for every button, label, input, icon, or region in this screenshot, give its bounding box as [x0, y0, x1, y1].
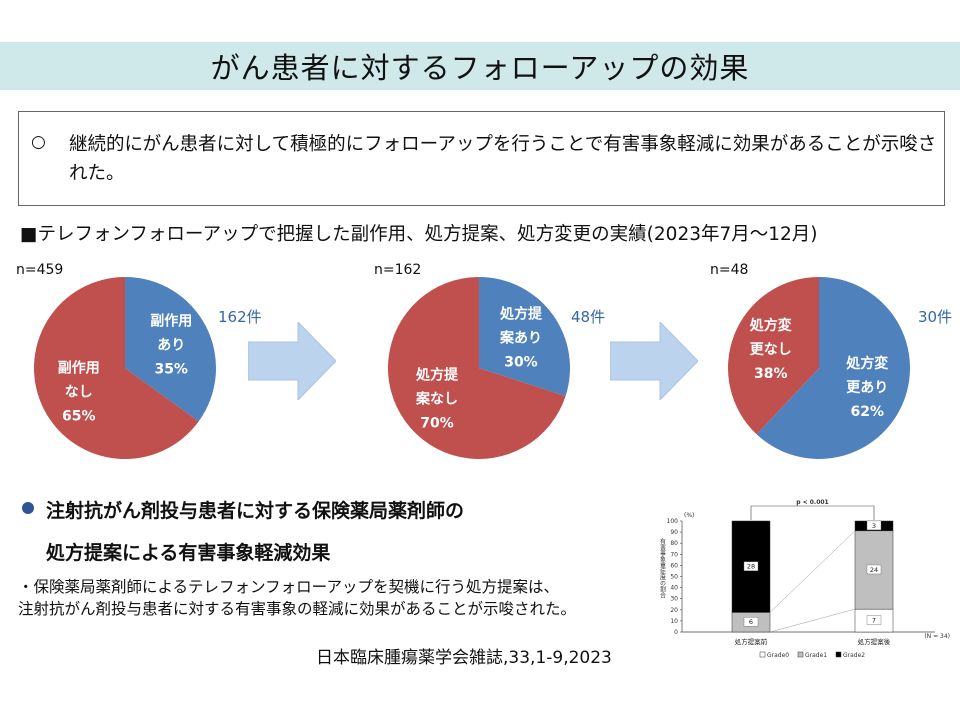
summary-bullet: ○ [31, 132, 46, 152]
p-value-label: p < 0.001 [796, 499, 828, 506]
y-tick-label: 20 [670, 607, 678, 614]
pie1-slice-1 [125, 277, 217, 422]
y-tick-label: 80 [670, 540, 678, 547]
section2-note-line2: 注射抗がん剤投与患者に対する有害事象の軽減に効果があることが示唆された。 [18, 600, 577, 618]
y-tick-label: 100 [667, 518, 679, 525]
data-label-box [743, 617, 759, 627]
y-tick-label: 60 [670, 562, 678, 569]
data-label: 24 [870, 566, 878, 574]
section2-heading-line2: 処方提案による有害事象軽減効果 [46, 542, 331, 564]
x-category-label-1: 処方提案前 [735, 637, 768, 646]
summary-box: ○ 継続的にがん患者に対して積極的にフォローアップを行うことで有害事象軽減に効果… [18, 111, 945, 206]
y-tick-label: 0 [674, 629, 678, 636]
section2-bullet-icon [22, 502, 34, 514]
pie1-n-label: n=459 [16, 262, 64, 278]
section2-heading-line1: 注射抗がん剤投与患者に対する保険薬局薬剤師の [46, 500, 465, 522]
pie3-slice-2 [728, 277, 819, 435]
pie3-slice-2-label: 更なし [750, 342, 792, 358]
pie2-slice-2-label: 処方提 [415, 366, 459, 383]
significance-bracket [750, 505, 875, 520]
pie1-slice-2-label: 副作用 [58, 360, 100, 377]
pie1-slice-1-percent: 35% [154, 361, 188, 377]
pie1-slice-2-percent: 65% [62, 409, 96, 425]
pie3-slice-1-label: 更あり [846, 380, 888, 396]
legend-label-Grade2: Grade2 [843, 652, 865, 659]
pie3-slice-2-label: 処方変 [749, 317, 792, 334]
stacked-bar-chart-grade: 0 10 20 30 40 50 60 70 80 90 100 (%) 有害事象重症度の割合 6 28 処方… [659, 499, 951, 659]
pie3-slice-1-percent: 62% [850, 404, 884, 420]
data-label: 7 [872, 617, 876, 625]
data-label: 28 [747, 563, 755, 571]
pie2-slice-2-percent: 70% [420, 415, 454, 431]
section-heading: ■テレフォンフォローアップで把握した副作用、処方提案、処方変更の実績(2023年… [20, 224, 818, 245]
y-axis-label: 有害事象重症度の割合 [659, 537, 666, 599]
arrow-right-icon [610, 322, 698, 400]
pie2-slice-1 [479, 277, 570, 397]
summary-text: 継続的にがん患者に対して積極的にフォローアップを行うことで有害事象軽減に効果があ… [69, 134, 937, 184]
page-title: がん患者に対するフォローアップの効果 [210, 51, 750, 85]
pie3-slice-1-label: 処方変 [845, 355, 888, 372]
citation: 日本臨床腫瘍薬学会雑誌,33,1-9,2023 [316, 648, 612, 668]
pie1-slice-1-label: 副作用 [150, 312, 192, 329]
y-tick-label: 90 [670, 529, 678, 536]
connector-line [769, 530, 856, 613]
legend-swatch-Grade1 [797, 651, 804, 658]
pie2-n-label: n=162 [374, 262, 422, 278]
legend-swatch-Grade2 [835, 651, 842, 658]
data-label-box [743, 561, 759, 571]
n-note: (N = 34) [924, 633, 950, 640]
pie1-slice-2-label: なし [65, 385, 93, 401]
section2-note-line1: ・保険薬局薬剤師によるテレフォンフォローアップを契機に行う処方提案は、 [18, 578, 559, 596]
connector-line [769, 608, 856, 633]
pie3-slice-1 [756, 277, 910, 459]
pie3-n-label: n=48 [710, 262, 749, 278]
pie3-slice-2-percent: 38% [754, 366, 788, 382]
x-category-label-2: 処方提案後 [858, 637, 891, 646]
pie2-slice-2-label: 案なし [415, 390, 458, 407]
y-tick-label: 40 [670, 585, 678, 592]
pie3-count-label: 30件 [918, 308, 953, 326]
data-label: 6 [749, 618, 753, 626]
pie1-slice-1-label: あり [157, 337, 185, 353]
legend-label-Grade1: Grade1 [805, 652, 827, 659]
y-tick-label: 50 [670, 574, 678, 581]
pie1-slice-2 [34, 277, 199, 459]
y-tick-label: 30 [670, 596, 678, 603]
pie1-count-label: 162件 [218, 308, 262, 326]
data-label-box [866, 615, 882, 625]
pie2-slice-1-label: 処方提 [499, 306, 543, 323]
y-tick-label: 70 [670, 551, 678, 558]
legend-label-Grade0: Grade0 [767, 652, 789, 659]
data-label: 3 [872, 522, 876, 530]
pie2-slice-2 [388, 277, 566, 459]
data-label-box [866, 564, 882, 575]
pie2-count-label: 48件 [571, 308, 606, 326]
y-tick-label: 10 [670, 618, 678, 625]
arrow-right-icon [248, 322, 336, 400]
y-unit-label: (%) [684, 512, 694, 519]
title-bar: がん患者に対するフォローアップの効果 [0, 42, 960, 90]
data-label-box [866, 520, 882, 531]
pie2-slice-1-label: 案あり [499, 330, 542, 347]
pie2-slice-1-percent: 30% [504, 355, 538, 371]
legend-swatch-Grade0 [759, 651, 766, 658]
